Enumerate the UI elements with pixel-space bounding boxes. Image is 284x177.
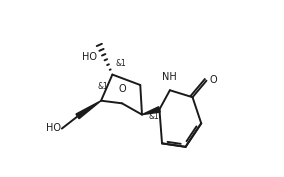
Text: &1: &1	[97, 82, 108, 91]
Text: HO: HO	[46, 123, 61, 133]
Polygon shape	[76, 101, 101, 119]
Text: NH: NH	[162, 72, 176, 82]
Text: O: O	[118, 84, 126, 94]
Polygon shape	[142, 107, 160, 115]
Text: &1: &1	[116, 59, 127, 68]
Text: &1: &1	[149, 112, 160, 121]
Text: HO: HO	[82, 52, 97, 62]
Text: O: O	[210, 75, 217, 85]
